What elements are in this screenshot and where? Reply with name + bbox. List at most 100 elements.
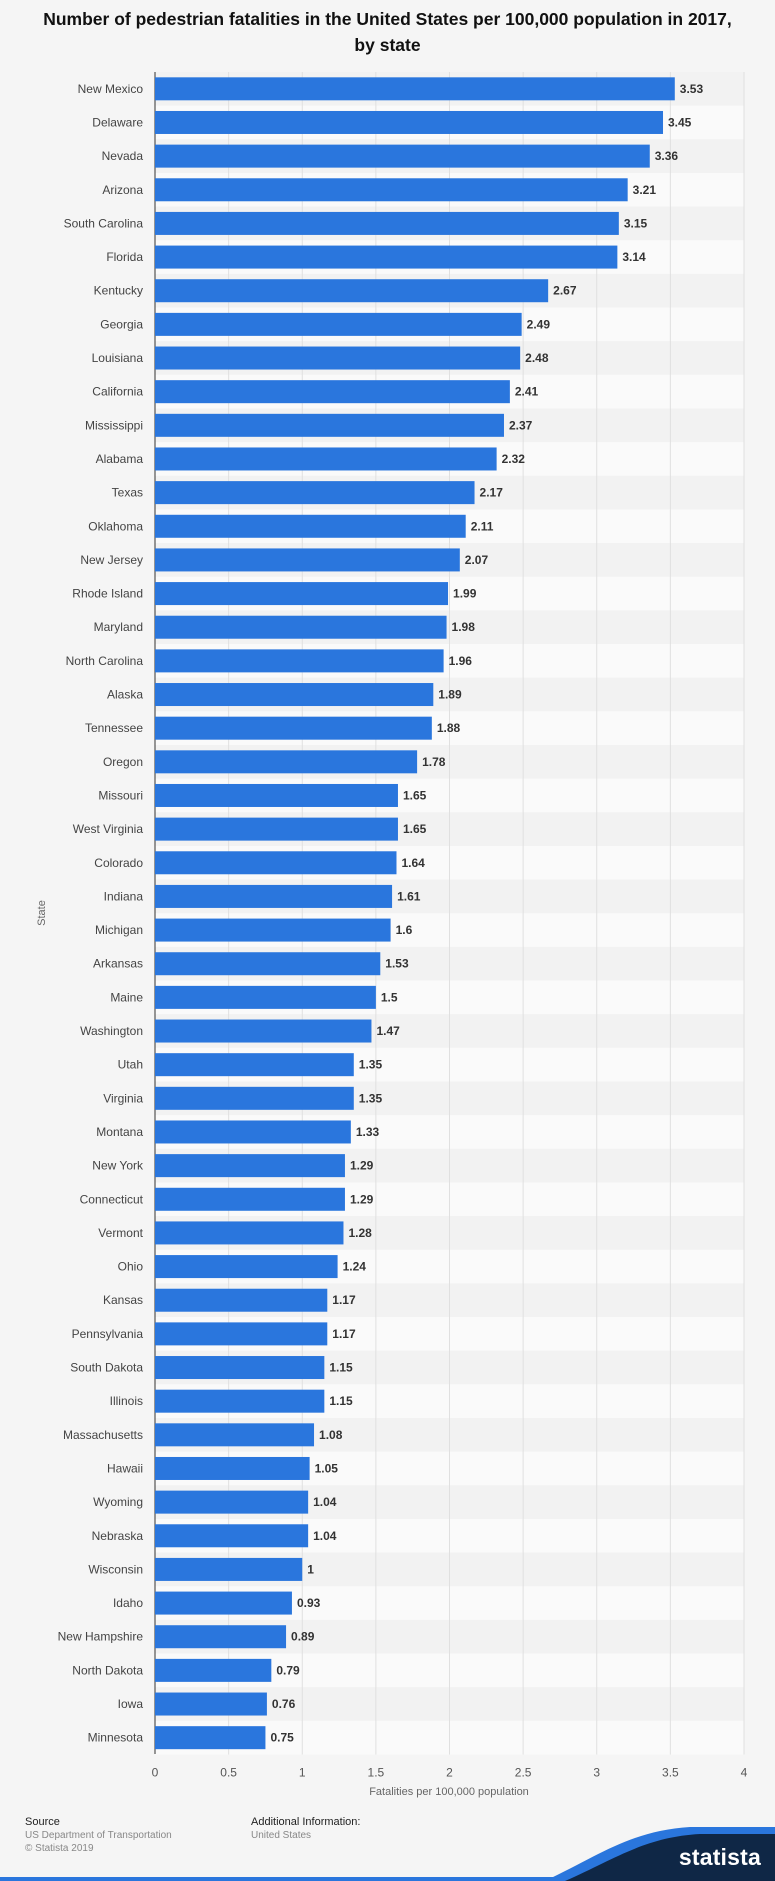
- value-label: 3.21: [633, 183, 657, 197]
- category-label: Washington: [80, 1024, 143, 1038]
- category-label: North Dakota: [72, 1663, 143, 1677]
- value-label: 2.07: [465, 553, 489, 567]
- value-label: 0.89: [291, 1630, 315, 1644]
- value-label: 1: [307, 1562, 314, 1576]
- bar[interactable]: [155, 514, 466, 538]
- bar[interactable]: [155, 1322, 328, 1346]
- value-label: 1.29: [350, 1159, 374, 1173]
- bar[interactable]: [155, 1625, 287, 1649]
- bar[interactable]: [155, 1658, 272, 1682]
- bar[interactable]: [155, 312, 522, 336]
- bar[interactable]: [155, 1557, 303, 1581]
- category-label: Nevada: [102, 149, 144, 163]
- value-label: 3.45: [668, 115, 692, 129]
- value-label: 1.64: [401, 856, 425, 870]
- bar[interactable]: [155, 447, 497, 471]
- statista-logo[interactable]: statista: [678, 1844, 761, 1870]
- bar[interactable]: [155, 1053, 354, 1077]
- bar[interactable]: [155, 77, 675, 101]
- bar[interactable]: [155, 1591, 292, 1615]
- bar[interactable]: [155, 582, 449, 606]
- value-label: 2.67: [553, 284, 577, 298]
- category-label: Texas: [112, 486, 143, 500]
- bar[interactable]: [155, 1524, 309, 1548]
- bar[interactable]: [155, 144, 650, 168]
- value-label: 1.47: [376, 1024, 400, 1038]
- category-label: Wyoming: [93, 1495, 143, 1509]
- category-label: Oregon: [103, 755, 143, 769]
- bar[interactable]: [155, 952, 381, 976]
- category-label: Kentucky: [94, 284, 143, 298]
- value-label: 1.15: [329, 1361, 353, 1375]
- x-tick-label: 2.5: [515, 1766, 532, 1780]
- bar[interactable]: [155, 884, 393, 908]
- value-label: 0.79: [276, 1663, 300, 1677]
- bar[interactable]: [155, 178, 628, 202]
- bar[interactable]: [155, 346, 521, 370]
- bar[interactable]: [155, 481, 475, 505]
- bar[interactable]: [155, 985, 376, 1009]
- bar[interactable]: [155, 918, 391, 942]
- bar[interactable]: [155, 211, 619, 235]
- bar[interactable]: [155, 1456, 310, 1480]
- category-label: New Jersey: [80, 553, 143, 567]
- bar[interactable]: [155, 1255, 338, 1279]
- value-label: 1.61: [397, 889, 421, 903]
- category-label: Vermont: [98, 1226, 143, 1240]
- bar[interactable]: [155, 750, 418, 774]
- x-tick-labels: 0 0.5 1 1.5 2 2.5 3 3.5 4: [152, 1766, 748, 1780]
- x-tick-label: 2: [446, 1766, 453, 1780]
- bar[interactable]: [155, 851, 397, 875]
- value-label: 1.35: [359, 1058, 383, 1072]
- source-name[interactable]: US Department of Transportation: [25, 1830, 172, 1841]
- category-label: Massachusetts: [63, 1428, 143, 1442]
- bar[interactable]: [155, 1154, 345, 1178]
- bar[interactable]: [155, 245, 618, 269]
- category-label: Arkansas: [93, 957, 143, 971]
- value-label: 1.28: [348, 1226, 372, 1240]
- additional-info-block: Additional Information: United States: [251, 1816, 360, 1842]
- value-label: 1.05: [315, 1461, 339, 1475]
- bar[interactable]: [155, 279, 549, 303]
- bar[interactable]: [155, 110, 664, 134]
- bar[interactable]: [155, 413, 504, 437]
- value-label: 1.17: [332, 1327, 356, 1341]
- value-label: 1.04: [313, 1529, 337, 1543]
- bar[interactable]: [155, 1086, 354, 1110]
- category-label: Alaska: [107, 688, 143, 702]
- value-label: 1.35: [359, 1091, 383, 1105]
- bar[interactable]: [155, 1389, 325, 1413]
- bar[interactable]: [155, 649, 444, 673]
- category-label: Idaho: [113, 1596, 143, 1610]
- x-tick-label: 0.5: [220, 1766, 237, 1780]
- x-tick-label: 0: [152, 1766, 159, 1780]
- bar[interactable]: [155, 783, 398, 807]
- bar[interactable]: [155, 1019, 372, 1043]
- value-label: 1.65: [403, 822, 427, 836]
- bar[interactable]: [155, 548, 460, 572]
- bar[interactable]: [155, 1288, 328, 1312]
- bar[interactable]: [155, 380, 510, 404]
- value-label: 1.08: [319, 1428, 343, 1442]
- bar[interactable]: [155, 683, 434, 707]
- category-label: Iowa: [118, 1697, 144, 1711]
- value-label: 3.53: [680, 82, 704, 96]
- bar[interactable]: [155, 1356, 325, 1380]
- value-label: 1.6: [396, 923, 413, 937]
- bar[interactable]: [155, 1187, 345, 1211]
- bar[interactable]: [155, 1490, 309, 1514]
- value-label: 1.88: [437, 721, 461, 735]
- bar[interactable]: [155, 1692, 267, 1716]
- bar[interactable]: [155, 817, 398, 841]
- bar[interactable]: [155, 1221, 344, 1245]
- bar[interactable]: [155, 716, 432, 740]
- value-label: 0.76: [272, 1697, 296, 1711]
- bar[interactable]: [155, 1726, 266, 1750]
- x-tick-label: 1: [299, 1766, 306, 1780]
- value-label: 1.17: [332, 1293, 356, 1307]
- category-label: South Dakota: [70, 1361, 143, 1375]
- bar[interactable]: [155, 1120, 351, 1144]
- bar[interactable]: [155, 1423, 315, 1447]
- bar[interactable]: [155, 615, 447, 639]
